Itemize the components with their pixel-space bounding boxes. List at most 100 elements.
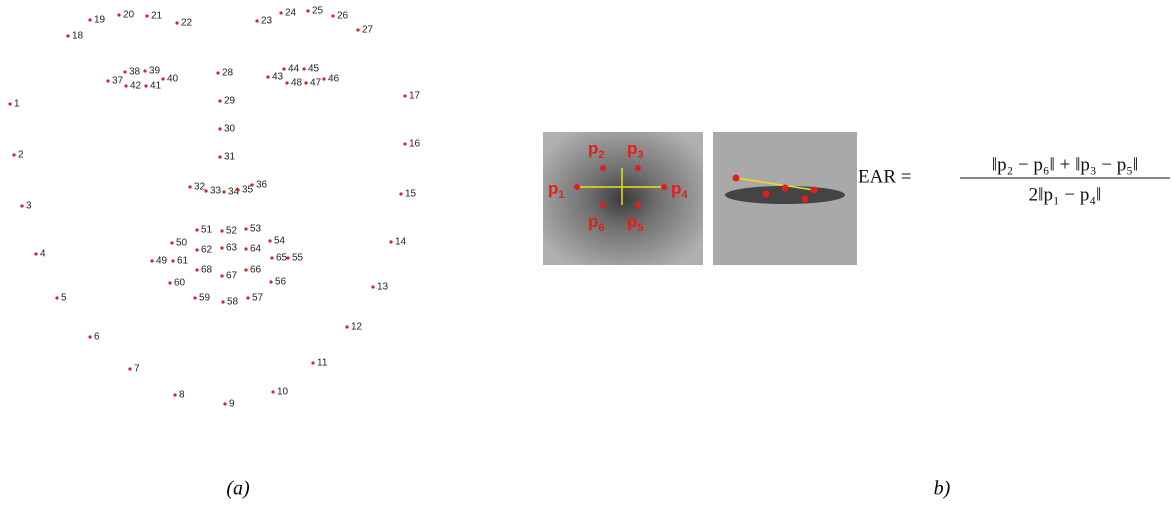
landmark-label: 25: [312, 6, 324, 17]
landmark-dot: [266, 75, 269, 78]
landmark-label: 58: [227, 297, 239, 308]
landmark-label: 37: [112, 76, 124, 87]
landmark-dot: [236, 188, 239, 191]
landmark-dot: [255, 19, 258, 22]
closed-eye-point: [811, 187, 818, 194]
landmark-label: 57: [252, 293, 264, 304]
figure: (a) b) EAR = ‖p₂ − p₆‖ + ‖p₃ − p₅‖ 2‖p₁ …: [0, 0, 1173, 504]
landmark-label: 64: [250, 244, 262, 255]
landmark-label: 22: [181, 18, 193, 29]
landmark-dot: [218, 99, 221, 102]
landmark-label: 38: [129, 67, 141, 78]
open-eye-image: [543, 132, 703, 265]
landmark-label: 68: [201, 265, 213, 276]
landmark-dot: [195, 268, 198, 271]
landmark-label: 39: [149, 66, 161, 77]
landmark-dot: [216, 71, 219, 74]
landmark-dot: [246, 296, 249, 299]
landmark-dot: [144, 84, 147, 87]
landmark-label: 51: [201, 225, 213, 236]
landmark-label: 49: [156, 256, 168, 267]
landmark-dot: [244, 268, 247, 271]
landmark-dot: [168, 281, 171, 284]
landmark-label: 24: [285, 8, 297, 19]
landmark-label: 31: [224, 152, 236, 163]
landmark-label: 21: [151, 11, 163, 22]
equation-denominator: 2‖p₁ − p₄‖: [1029, 184, 1102, 205]
landmark-dot: [106, 79, 109, 82]
landmark-dot: [171, 259, 174, 262]
eye-point-sub: 5: [637, 222, 643, 234]
landmark-label: 27: [362, 25, 374, 36]
landmark-dot: [161, 77, 164, 80]
eye-point: [635, 202, 641, 208]
eye-point-sub: 4: [681, 189, 688, 201]
landmark-dot: [218, 155, 221, 158]
landmark-dot: [195, 228, 198, 231]
landmark-label: 43: [272, 72, 284, 83]
landmark-dot: [150, 259, 153, 262]
landmark-dot: [193, 296, 196, 299]
eye-point-base: p: [588, 139, 598, 158]
landmark-dot: [403, 142, 406, 145]
landmark-dot: [285, 81, 288, 84]
landmark-dot: [173, 393, 176, 396]
landmark-dot: [244, 247, 247, 250]
eye-point-sub: 3: [637, 149, 643, 161]
landmark-label: 50: [176, 238, 188, 249]
landmark-dot: [331, 14, 334, 17]
landmark-dot: [399, 192, 402, 195]
landmark-dot: [306, 9, 309, 12]
landmark-label: 9: [229, 399, 235, 410]
landmark-dot: [270, 256, 273, 259]
landmark-dot: [218, 127, 221, 130]
landmark-label: 44: [288, 64, 300, 75]
landmark-label: 12: [351, 322, 363, 333]
landmark-dot: [304, 81, 307, 84]
eye-point: [600, 202, 606, 208]
landmark-label: 2: [18, 150, 24, 161]
closed-eye-point: [802, 196, 809, 203]
landmark-dot: [389, 240, 392, 243]
landmark-label: 4: [40, 249, 46, 260]
landmark-label: 56: [275, 277, 287, 288]
eye-point-base: p: [627, 139, 637, 158]
landmark-label: 54: [274, 236, 286, 247]
landmark-dot: [403, 94, 406, 97]
landmark-dot: [34, 252, 37, 255]
landmark-label: 67: [226, 271, 238, 282]
landmark-label: 40: [167, 74, 179, 85]
equation-numerator: ‖p₂ − p₆‖ + ‖p₃ − p₅‖: [992, 154, 1138, 175]
landmark-label: 14: [395, 237, 407, 248]
landmark-dot: [143, 69, 146, 72]
landmark-label: 42: [130, 81, 142, 92]
landmark-dot: [123, 70, 126, 73]
landmark-label: 33: [210, 186, 222, 197]
landmark-dot: [175, 21, 178, 24]
landmark-dot: [302, 67, 305, 70]
landmark-dot: [220, 246, 223, 249]
landmark-dot: [170, 241, 173, 244]
landmark-label: 1: [14, 99, 20, 110]
landmark-label: 5: [61, 293, 67, 304]
landmark-label: 66: [250, 265, 262, 276]
landmark-label: 30: [224, 124, 236, 135]
landmark-dot: [269, 280, 272, 283]
caption-a: (a): [226, 478, 250, 500]
landmark-label: 65: [276, 253, 288, 264]
eye-point-sub: 1: [558, 189, 564, 201]
eye-point: [635, 165, 641, 171]
eye-point-sub: 2: [598, 149, 604, 161]
landmark-label: 60: [174, 278, 186, 289]
landmark-dot: [282, 67, 285, 70]
landmark-dot: [345, 325, 348, 328]
eye-point-base: p: [627, 212, 637, 231]
landmark-label: 61: [177, 256, 189, 267]
landmark-dot: [223, 402, 226, 405]
landmark-label: 10: [277, 387, 289, 398]
equation-lhs: EAR =: [858, 166, 911, 187]
landmark-label: 3: [26, 201, 32, 212]
landmark-label: 48: [291, 78, 303, 89]
landmark-label: 34: [228, 187, 240, 198]
closed-eye-point: [733, 175, 740, 182]
